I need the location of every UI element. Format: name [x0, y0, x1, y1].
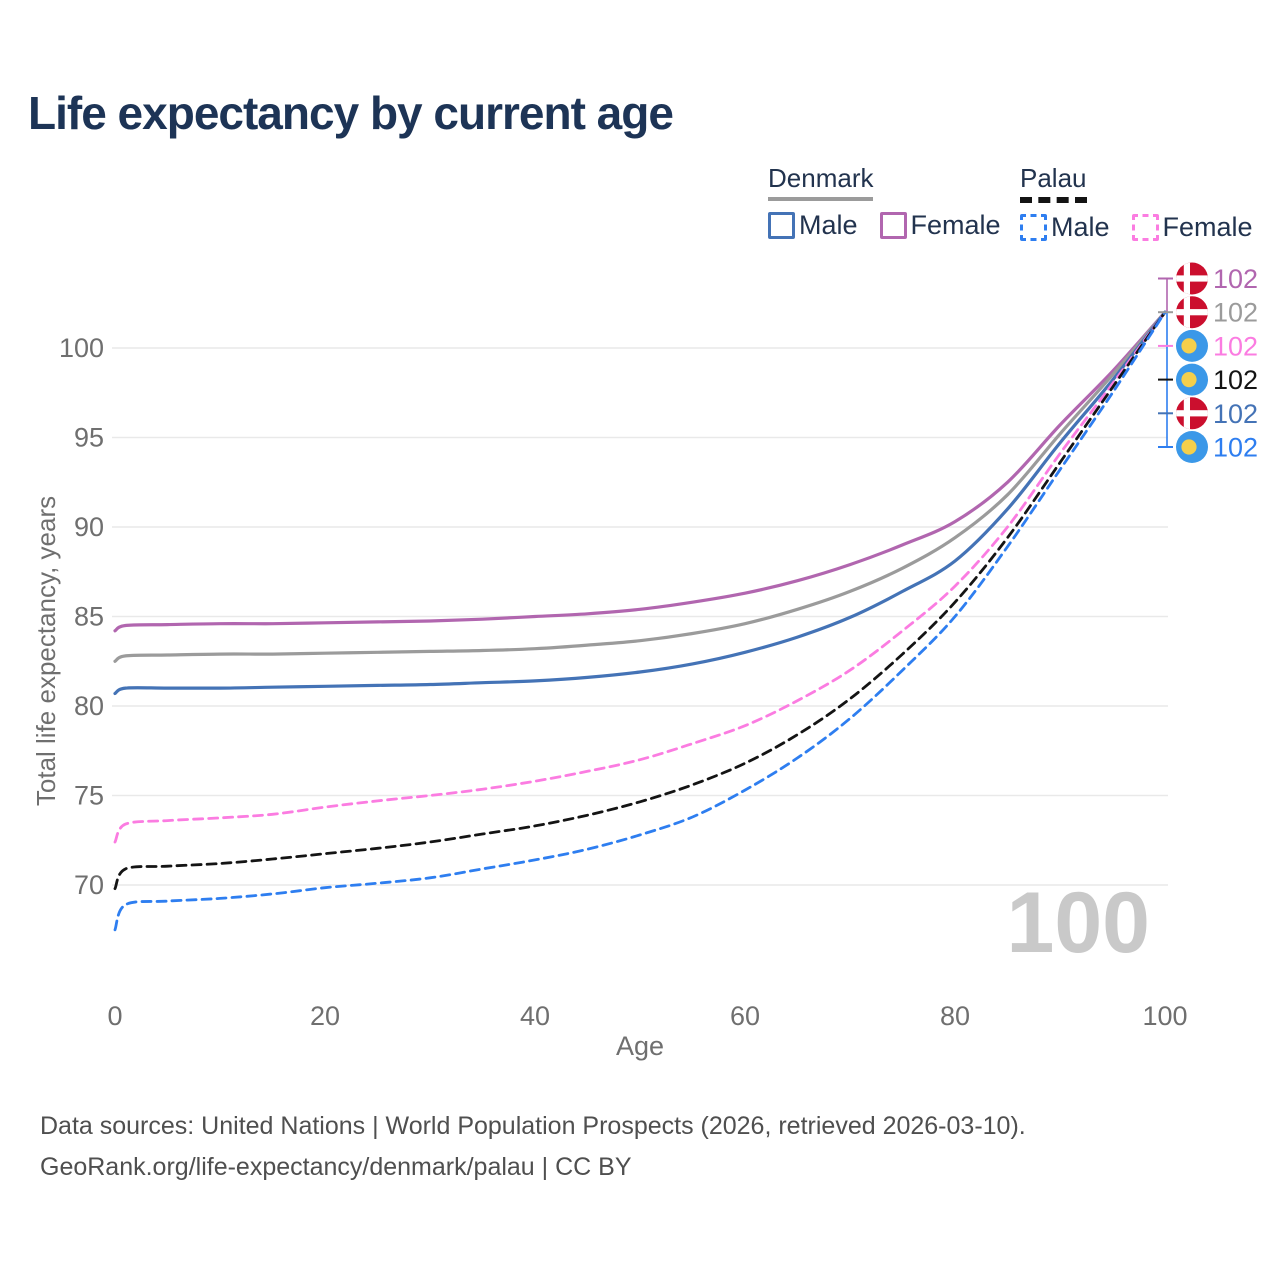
y-tick-label-90: 90	[74, 512, 104, 542]
legend-group-palau: Palau Male Female	[1020, 163, 1253, 243]
legend-swatch-denmark-male	[768, 212, 795, 239]
end-label-denmark-total: 102	[1213, 298, 1258, 328]
x-tick-label-100: 100	[1142, 1001, 1187, 1031]
page-title: Life expectancy by current age	[28, 87, 674, 139]
legend-items-denmark: Male Female	[768, 210, 1001, 241]
denmark-flag-icon	[1176, 262, 1208, 295]
footer-data-sources: Data sources: United Nations | World Pop…	[40, 1112, 1026, 1140]
legend-swatch-palau-female	[1131, 214, 1159, 241]
end-label-denmark-female: 102	[1213, 264, 1258, 294]
x-tick-label-20: 20	[310, 1001, 340, 1031]
y-tick-label-85: 85	[74, 602, 104, 632]
legend-swatch-denmark-female	[879, 212, 907, 239]
legend-group-denmark: Denmark Male Female	[768, 163, 1001, 241]
series-line-denmark-male	[113, 310, 1167, 696]
watermark: 100	[1007, 875, 1151, 971]
legend-item-palau-male[interactable]: Male	[1020, 212, 1110, 243]
y-tick-label-80: 80	[74, 691, 104, 721]
legend-label-palau-female: Female	[1162, 212, 1253, 242]
legend-swatch-palau-male	[1020, 214, 1047, 241]
footer: Data sources: United Nations | World Pop…	[40, 1106, 1026, 1188]
series-line-denmark-female	[113, 310, 1167, 633]
legend-country-palau[interactable]: Palau	[1020, 163, 1087, 203]
palau-flag-icon	[1176, 431, 1208, 463]
y-tick-label-70: 70	[74, 870, 104, 900]
palau-flag-icon	[1176, 363, 1208, 396]
legend-item-denmark-male[interactable]: Male	[768, 210, 858, 241]
denmark-flag-icon	[1176, 397, 1208, 430]
y-tick-label-75: 75	[74, 781, 104, 811]
end-label-palau-male: 102	[1213, 433, 1258, 463]
legend-label-denmark-female: Female	[910, 210, 1001, 240]
y-tick-label-100: 100	[59, 333, 104, 363]
legend-item-denmark-female[interactable]: Female	[879, 210, 1001, 241]
series-line-palau-total	[113, 310, 1167, 890]
legend-item-palau-female[interactable]: Female	[1131, 212, 1253, 243]
legend-label-palau-male: Male	[1051, 212, 1110, 242]
series-line-palau-female	[113, 310, 1167, 844]
y-axis-title: Total life expectancy, years	[31, 496, 61, 806]
x-tick-label-0: 0	[107, 1001, 122, 1031]
x-tick-label-40: 40	[520, 1001, 550, 1031]
end-label-palau-total: 102	[1213, 365, 1258, 395]
series-line-denmark-total	[113, 310, 1167, 663]
end-label-denmark-male: 102	[1213, 399, 1258, 429]
x-tick-label-80: 80	[940, 1001, 970, 1031]
series-line-palau-male	[113, 310, 1167, 932]
footer-attribution: GeoRank.org/life-expectancy/denmark/pala…	[40, 1153, 632, 1181]
x-axis-title: Age	[616, 1031, 664, 1061]
palau-flag-icon	[1176, 329, 1208, 362]
legend-label-denmark-male: Male	[799, 210, 858, 240]
x-tick-label-60: 60	[730, 1001, 760, 1031]
legend-items-palau: Male Female	[1020, 212, 1253, 243]
denmark-flag-icon	[1176, 296, 1208, 329]
legend-country-denmark[interactable]: Denmark	[768, 163, 874, 201]
end-label-palau-female: 102	[1213, 331, 1258, 361]
y-tick-label-95: 95	[74, 423, 104, 453]
